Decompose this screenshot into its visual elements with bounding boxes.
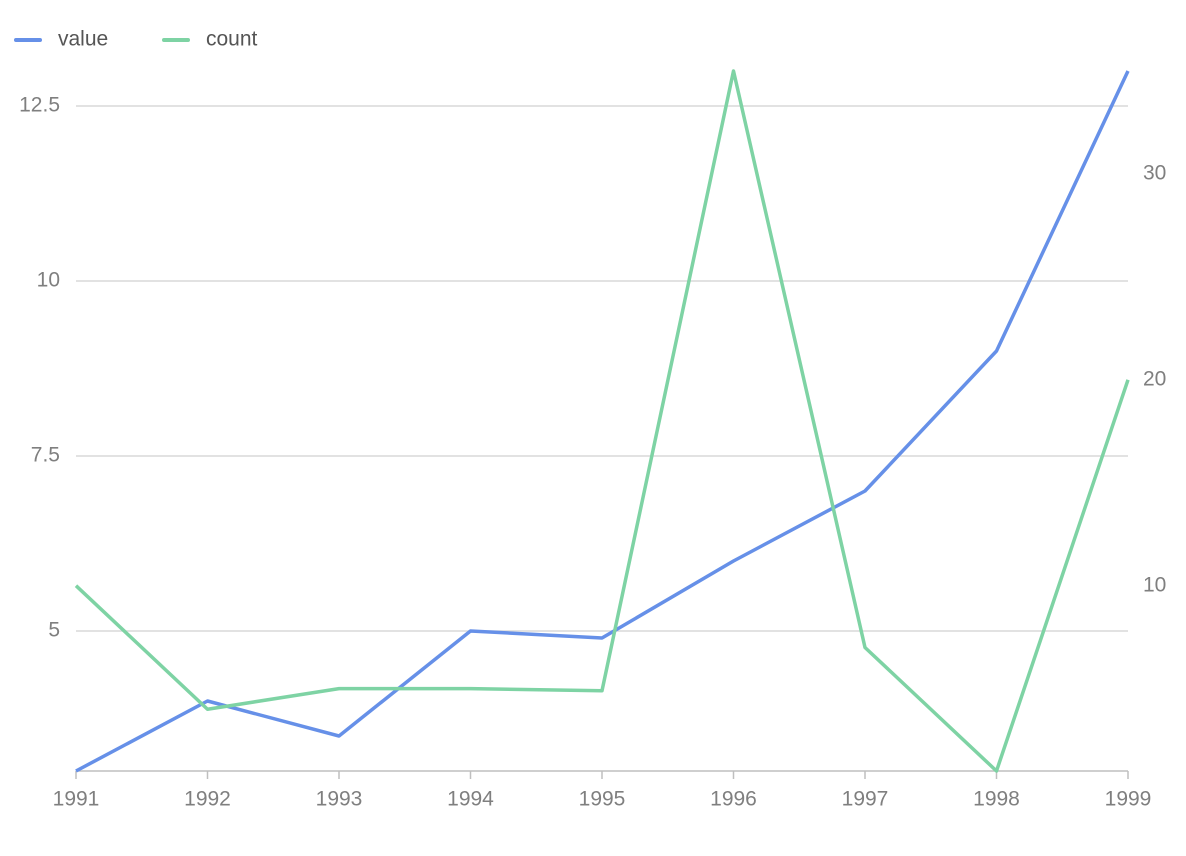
series-line	[74, 69, 1130, 773]
x-tick-label: 1991	[53, 788, 100, 811]
x-tick-label: 1997	[842, 788, 889, 811]
x-tick-label: 1993	[316, 788, 363, 811]
x-tick-label: 1999	[1105, 788, 1152, 811]
series-line	[75, 70, 1130, 773]
y2-tick-label: 10	[1143, 573, 1166, 596]
x-tick-label: 1994	[447, 788, 494, 811]
y2-tick-label: 30	[1143, 161, 1166, 184]
y-tick-label: 12.5	[19, 94, 60, 117]
x-tick-label: 1992	[184, 788, 231, 811]
y-tick-label: 10	[37, 269, 60, 292]
y-tick-label: 7.5	[31, 444, 60, 467]
y2-tick-label: 20	[1143, 367, 1166, 390]
y-tick-label: 5	[48, 619, 60, 642]
legend-label: count	[206, 28, 258, 51]
x-tick-label: 1995	[579, 788, 626, 811]
x-tick-label: 1998	[973, 788, 1020, 811]
x-tick-label: 1996	[710, 788, 757, 811]
legend-label: value	[58, 28, 108, 51]
